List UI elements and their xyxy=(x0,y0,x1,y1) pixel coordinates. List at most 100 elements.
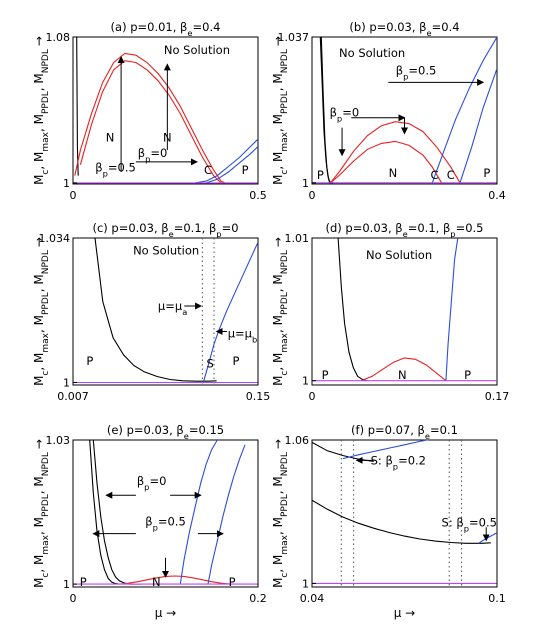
x-tick-label: 0.1 xyxy=(488,592,506,605)
panel-b: (b) p=0.03, βe=0.4 0 0.4 1.037 1 Mc, Mmax, MP… xyxy=(271,20,506,202)
series-line-red xyxy=(360,357,447,382)
y-axis-label: Mc, Mmax, MPPDL, MNPDL→ xyxy=(32,237,51,386)
x-axis-label: μ → xyxy=(394,606,416,620)
y-tick-label: 1 xyxy=(63,177,70,190)
series-line-blue xyxy=(445,238,459,381)
series-line-blue xyxy=(206,146,258,184)
annotation-label: P xyxy=(322,368,329,382)
y-tick-label: 1 xyxy=(302,577,309,590)
x-tick-label: 0.007 xyxy=(57,390,89,403)
x-tick-label: 0.04 xyxy=(300,592,325,605)
series-group xyxy=(73,440,258,585)
series-line-black xyxy=(94,238,217,382)
axes-frame xyxy=(72,36,259,185)
series-line-black xyxy=(76,37,79,176)
x-tick-label: 0 xyxy=(309,189,316,202)
axes-frame xyxy=(72,439,259,588)
series-line-blue xyxy=(478,532,497,544)
series-line-black xyxy=(312,499,491,544)
annotation-label: N xyxy=(398,368,407,382)
series-line-blue xyxy=(207,444,246,585)
y-tick-label: 1.034 xyxy=(39,232,71,245)
series-line-blue xyxy=(459,68,497,183)
y-axis-label: Mc, Mmax, MPPDL, MNPDL→ xyxy=(271,439,290,588)
annotation-label: N xyxy=(152,575,161,589)
annotation-label: βp=0 xyxy=(137,474,167,492)
axes-frame xyxy=(311,36,498,185)
series-line-blue xyxy=(203,241,258,382)
annotation-label: βp=0.5 xyxy=(396,63,437,81)
panel-title: (b) p=0.03, βe=0.4 xyxy=(349,20,459,38)
annotation-label: P xyxy=(229,575,236,589)
series-line-red xyxy=(79,60,222,184)
axes-frame xyxy=(311,439,498,588)
panel-f: (f) p=0.07, βe=0.1 0.04 0.1 1.06 1 μ → Mc, Mma… xyxy=(271,423,506,620)
panel-c: (c) p=0.03, βe=0.1, βp=0 0.007 0.15 1.034 1M… xyxy=(32,221,270,403)
y-tick-label: 1 xyxy=(63,578,70,591)
series-line-blue xyxy=(431,37,497,183)
panel-e: (e) p=0.03, βe=0.15 0 0.2 1.03 1 μ → Mc, Mmax,… xyxy=(32,423,267,620)
annotation-label: N xyxy=(163,130,172,144)
panel-title: (d) p=0.03, βe=0.1, βp=0.5 xyxy=(325,221,483,239)
annotation-label: N xyxy=(389,166,398,180)
y-tick-label: 1.03 xyxy=(46,434,71,447)
panel-a: (a) p=0.01, βe=0.4 0 0.5 1.08 1 Mc, Mmax, MPP… xyxy=(32,20,267,202)
series-line-red xyxy=(330,140,442,184)
series-line-black xyxy=(337,238,367,382)
annotation-label: P xyxy=(317,168,324,182)
series-group xyxy=(73,37,258,184)
panel-d: (d) p=0.03, βe=0.1, βp=0.5 0 0.17 1.01 1 Mc, … xyxy=(271,221,509,403)
annotation-label: No Solution xyxy=(339,46,405,60)
annotation-label: βp=0 xyxy=(330,106,360,124)
series-line-red xyxy=(119,575,231,585)
annotation-label: C xyxy=(431,168,439,182)
series-line-black xyxy=(92,440,142,585)
y-tick-label: 1 xyxy=(302,177,309,190)
series-line-black xyxy=(89,440,120,585)
annotation-label: S: βp=0.5 xyxy=(442,515,497,533)
annotation-label: βp=0 xyxy=(138,146,168,164)
y-axis-label: Mc, Mmax, MPPDL, MNPDL→ xyxy=(32,36,51,185)
annotation-label: P xyxy=(242,163,249,177)
x-tick-label: 0.2 xyxy=(249,592,267,605)
annotation-label: N xyxy=(106,130,115,144)
panel-title: (c) p=0.03, βe=0.1, βp=0 xyxy=(92,221,238,239)
series-line-blue xyxy=(195,138,258,184)
series-line-red xyxy=(74,52,225,184)
annotation-label: C xyxy=(204,163,212,177)
x-axis-label: μ → xyxy=(155,606,177,620)
y-tick-label: 1.037 xyxy=(278,31,310,44)
y-axis-label: Mc, Mmax, MPPDL, MNPDL→ xyxy=(271,36,290,185)
series-group xyxy=(312,37,497,184)
x-tick-label: 0.5 xyxy=(249,189,267,202)
y-tick-label: 1.08 xyxy=(46,31,71,44)
annotation-label: P xyxy=(464,368,471,382)
x-tick-label: 0 xyxy=(70,592,77,605)
annotation-label: No Solution xyxy=(133,244,199,258)
y-tick-label: 1.01 xyxy=(285,232,310,245)
annotation-label: βp=0.5 xyxy=(145,515,186,533)
annotation-label: P xyxy=(80,575,87,589)
annotation-label: S: βp=0.2 xyxy=(371,453,426,471)
y-tick-label: 1.06 xyxy=(285,434,310,447)
y-axis-label: Mc, Mmax, MPPDL, MNPDL→ xyxy=(32,439,51,588)
series-line-red xyxy=(330,121,461,184)
panel-title: (f) p=0.07, βe=0.1 xyxy=(351,423,458,441)
y-axis-label: Mc, Mmax, MPPDL, MNPDL→ xyxy=(271,237,290,386)
x-tick-label: 0 xyxy=(309,390,316,403)
axes-frame xyxy=(311,237,498,386)
y-tick-label: 1 xyxy=(63,376,70,389)
panel-title: (a) p=0.01, βe=0.4 xyxy=(111,20,221,38)
series-line-blue xyxy=(342,440,430,460)
x-tick-label: 0.15 xyxy=(246,390,271,403)
annotation-label: P xyxy=(483,166,490,180)
annotation-label: C xyxy=(447,168,455,182)
y-tick-label: 1 xyxy=(302,375,309,388)
annotation-label: P xyxy=(86,354,93,368)
panel-title: (e) p=0.03, βe=0.15 xyxy=(107,423,224,441)
annotation-label: P xyxy=(233,354,240,368)
x-tick-label: 0.4 xyxy=(488,189,506,202)
axes-frame xyxy=(72,237,259,386)
annotation-label: No Solution xyxy=(164,43,230,57)
